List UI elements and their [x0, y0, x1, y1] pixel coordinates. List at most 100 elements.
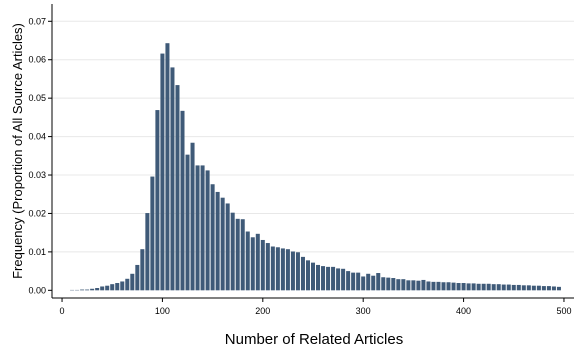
histogram-bar	[280, 248, 285, 291]
histogram-bar	[85, 289, 90, 291]
histogram-bar	[110, 284, 115, 291]
axes	[51, 4, 574, 299]
histogram-bar	[135, 264, 140, 291]
y-tick-label: 0.07	[28, 16, 46, 26]
histogram-bar	[431, 281, 436, 291]
histogram-bar	[285, 249, 290, 291]
histogram-bar	[401, 279, 406, 291]
y-tick-label: 0.03	[28, 170, 46, 180]
histogram-bar	[170, 67, 175, 291]
histogram-bar	[411, 280, 416, 291]
histogram-bar	[556, 286, 561, 291]
histogram-bar	[305, 260, 310, 291]
histogram-bar	[250, 237, 255, 291]
histogram-bar	[386, 277, 391, 291]
histogram-bar	[421, 279, 426, 291]
histogram-bar	[220, 197, 225, 291]
histogram-bar	[225, 203, 230, 291]
histogram-bar	[506, 284, 511, 291]
histogram-bar	[255, 233, 260, 291]
histogram-bar	[326, 266, 331, 291]
histogram-bar	[290, 251, 295, 291]
histogram-bar	[275, 247, 280, 291]
histogram-bar	[391, 278, 396, 291]
histogram-bar	[351, 272, 356, 291]
histogram-bar	[180, 110, 185, 291]
histogram-bar	[300, 256, 305, 291]
x-tick-label: 500	[556, 306, 571, 316]
histogram-bar	[240, 219, 245, 291]
histogram-bar	[195, 165, 200, 291]
histogram-bar	[441, 282, 446, 291]
histogram-bar	[476, 283, 481, 291]
x-tick-label: 200	[255, 306, 270, 316]
y-axis-title: Frequency (Proportion of All Source Arti…	[10, 23, 25, 279]
histogram-bar	[526, 285, 531, 291]
histogram-bar	[316, 264, 321, 291]
histogram-bar	[381, 277, 386, 291]
histogram-bar	[546, 286, 551, 291]
histogram-bar	[165, 43, 170, 291]
histogram-bar	[426, 281, 431, 291]
y-axis-ticks: 0.00 0.01 0.02 0.03 0.04 0.05 0.06 0.07	[28, 16, 52, 295]
histogram-bar	[336, 268, 341, 291]
histogram-bar	[155, 110, 160, 291]
histogram-bar	[150, 176, 155, 291]
histogram-bar	[486, 283, 491, 291]
histogram-bar	[115, 283, 120, 291]
histogram-bar	[90, 288, 95, 291]
histogram-bar	[406, 280, 411, 291]
x-tick-label: 0	[60, 306, 65, 316]
histogram-bar	[200, 165, 205, 291]
histogram-bar	[361, 276, 366, 291]
y-tick-label: 0.00	[28, 285, 46, 295]
histogram-bar	[531, 285, 536, 291]
histogram-bar	[95, 288, 100, 291]
histogram-bar	[185, 154, 190, 291]
histogram-bar	[140, 249, 145, 291]
gridlines	[52, 20, 574, 253]
histogram-bar	[80, 289, 85, 291]
histogram-bar	[456, 283, 461, 291]
histogram-bar	[541, 286, 546, 291]
x-tick-label: 100	[155, 306, 170, 316]
histogram-bar	[481, 283, 486, 291]
histogram-bar	[270, 246, 275, 291]
histogram-bar	[321, 266, 326, 291]
histogram-bar	[496, 284, 501, 291]
histogram-bar	[501, 284, 506, 291]
x-axis-ticks: 0 100 200 300 400 500	[60, 298, 571, 316]
histogram-bar	[120, 281, 125, 291]
histogram-bar	[536, 285, 541, 291]
histogram-bar	[235, 218, 240, 291]
x-tick-label: 300	[356, 306, 371, 316]
histogram-bar	[331, 266, 336, 291]
histogram-bar	[265, 243, 270, 291]
histogram-bar	[416, 280, 421, 291]
histogram-bar	[356, 272, 361, 291]
y-tick-label: 0.04	[28, 132, 46, 142]
histogram-bar	[376, 273, 381, 291]
x-tick-label: 400	[456, 306, 471, 316]
y-tick-label: 0.01	[28, 247, 46, 257]
histogram-bar	[446, 282, 451, 291]
histogram-bar	[491, 284, 496, 291]
histogram-bar	[175, 85, 180, 291]
histogram-bar	[471, 283, 476, 291]
histogram-bar	[451, 282, 456, 291]
histogram-bar	[230, 212, 235, 291]
histogram-bar	[396, 279, 401, 291]
histogram-bar	[511, 284, 516, 291]
histogram-bar	[516, 284, 521, 291]
histogram-bar	[130, 273, 135, 291]
histogram-bar	[366, 273, 371, 291]
histogram-bar	[371, 275, 376, 291]
histogram-bar	[245, 231, 250, 291]
histogram-bar	[125, 278, 130, 291]
histogram-bar	[190, 142, 195, 291]
histogram-bar	[551, 286, 556, 291]
histogram-bar	[461, 283, 466, 291]
histogram-bar	[436, 281, 441, 291]
histogram-bars	[70, 43, 561, 291]
histogram-bar	[310, 262, 316, 291]
